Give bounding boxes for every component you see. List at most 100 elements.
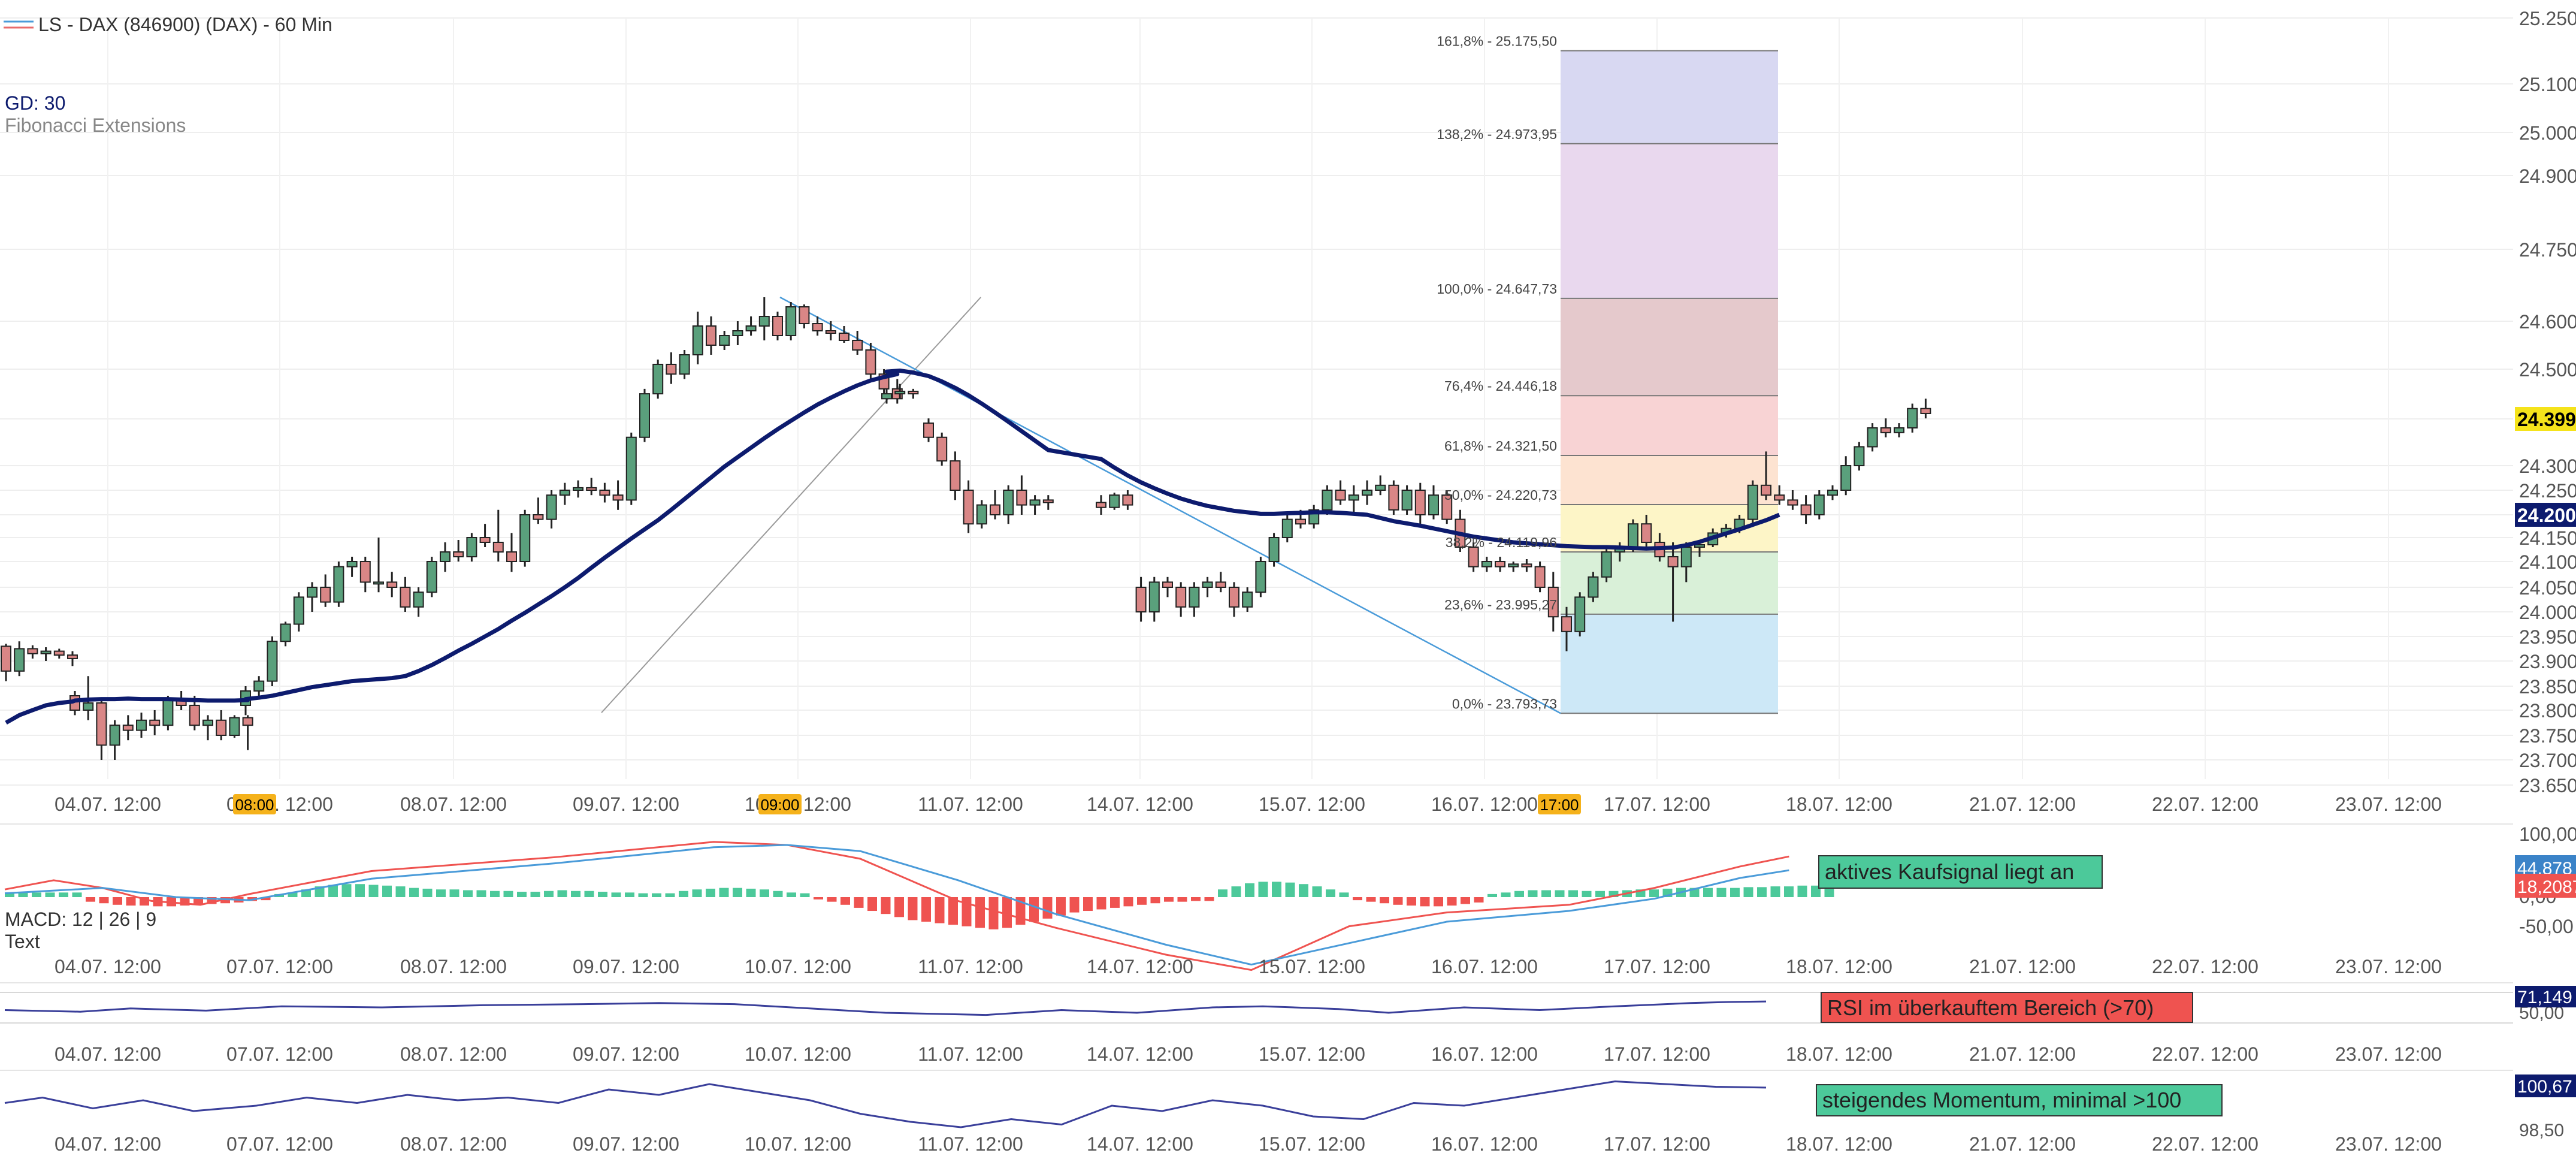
macd-histogram-bar (1285, 882, 1295, 897)
main-grid (0, 17, 2513, 786)
candle-body (908, 390, 919, 395)
fibonacci-level-label: 50,0% - 24.220,73 (1444, 487, 1557, 503)
macd-histogram-bar (544, 891, 554, 897)
macd-histogram-bar (113, 897, 122, 905)
rsi-time-label: 17.07. 12:00 (1604, 1043, 1710, 1065)
candle-body (1215, 581, 1226, 588)
momentum-time-label: 08.07. 12:00 (400, 1133, 507, 1155)
macd-histogram-bar (1609, 891, 1619, 897)
macd-histogram-bar (1366, 897, 1376, 902)
macd-histogram-bar (341, 884, 352, 897)
price-tick-label: 23.750 (2519, 725, 2576, 747)
momentum-time-label: 11.07. 12:00 (918, 1133, 1023, 1155)
candle-body (1202, 581, 1213, 588)
macd-histogram-bar (598, 892, 607, 897)
macd-histogram-bar (1568, 890, 1578, 897)
time-tick-label: 23.07. 12:00 (2335, 793, 2442, 815)
rsi-time-label: 07.07. 12:00 (226, 1043, 333, 1065)
momentum-signal-box (1816, 1084, 2223, 1116)
macd-histogram-bar (1380, 897, 1389, 904)
price-tick-label: 24.100 (2519, 551, 2576, 573)
macd-time-label: 11.07. 12:00 (918, 956, 1023, 977)
candle-body (253, 680, 265, 692)
candle-body (533, 514, 544, 520)
momentum-time-label: 07.07. 12:00 (226, 1133, 333, 1155)
macd-histogram-bar (1245, 883, 1254, 897)
candle-body (1016, 490, 1027, 506)
macd-histogram-bar (665, 893, 675, 897)
macd-histogram-bar (1150, 897, 1160, 904)
candle-body (109, 725, 120, 746)
price-tick-label: 23.650 (2519, 775, 2576, 796)
macd-histogram-bar (827, 897, 837, 902)
macd-histogram-bar (800, 893, 810, 897)
macd-histogram-bar (1096, 897, 1106, 910)
candle-body (479, 537, 491, 543)
candle-body (923, 422, 934, 438)
macd-histogram-bar (1555, 890, 1565, 897)
macd-histogram-bar (382, 885, 392, 897)
candle-body (1428, 494, 1439, 516)
candle-body (719, 335, 730, 346)
candle-body (1441, 494, 1453, 520)
rsi-time-label: 14.07. 12:00 (1087, 1043, 1193, 1065)
candle-body (1255, 561, 1266, 593)
candle-body (1242, 591, 1253, 608)
candle-body (1588, 576, 1599, 598)
candle-body (559, 490, 570, 496)
momentum-time-label: 15.07. 12:00 (1259, 1133, 1365, 1155)
macd-histogram-bar (1002, 897, 1012, 928)
rsi-value-badge (2515, 986, 2576, 1007)
macd-histogram-bar (1069, 897, 1080, 913)
macd-histogram-bar (1312, 886, 1322, 897)
candle-body (1534, 566, 1546, 588)
macd-histogram-bar (1541, 890, 1551, 897)
macd-sub-label: Text (5, 931, 40, 952)
candle-body (440, 551, 451, 562)
macd-histogram-bar (975, 897, 985, 928)
macd-histogram-bar (1797, 885, 1807, 897)
momentum-value-badge-label: 100,67 (2517, 1077, 2572, 1097)
candle-body (373, 581, 384, 585)
macd-time-label: 23.07. 12:00 (2335, 956, 2442, 977)
time-tick-label: 04.07. 12:00 (55, 793, 161, 815)
candle-body (1003, 490, 1014, 515)
rsi-time-label: 22.07. 12:00 (2152, 1043, 2258, 1065)
price-tick-label: 24.900 (2519, 165, 2576, 187)
rsi-time-label: 09.07. 12:00 (573, 1043, 679, 1065)
fibonacci-zone (1561, 50, 1778, 144)
candle-body (599, 490, 610, 496)
macd-time-label: 17.07. 12:00 (1604, 956, 1710, 977)
macd-histogram-bar (908, 897, 918, 920)
macd-histogram-bar (1110, 897, 1120, 908)
price-tick-label: 24.300 (2519, 455, 2576, 477)
macd-histogram-bar (86, 897, 95, 902)
candle-body (1521, 563, 1532, 568)
candle-body (1322, 490, 1333, 511)
macd-histogram-bar (1514, 891, 1524, 897)
price-tick-label: 23.700 (2519, 750, 2576, 771)
momentum-value-badge (2515, 1075, 2576, 1097)
candle-body (1854, 446, 1865, 467)
candle-body (1547, 587, 1559, 618)
price-tick-label: 24.600 (2519, 311, 2576, 333)
macd-histogram-bar (503, 891, 513, 897)
candle-body (1641, 523, 1652, 544)
candle-body (149, 719, 161, 726)
rsi-time-label: 08.07. 12:00 (400, 1043, 507, 1065)
macd-histogram-bar (1164, 897, 1174, 902)
macd-histogram-bar (1757, 887, 1767, 897)
candle-body (1362, 490, 1372, 496)
macd-value-badge-label: 18,2087 (2517, 877, 2576, 897)
price-tick-label: 23.850 (2519, 676, 2576, 698)
candle-body (852, 340, 863, 351)
candle-body (96, 702, 107, 746)
trend-line-down (779, 296, 1561, 714)
macd-histogram-bar (1595, 891, 1605, 897)
candle-body (936, 436, 948, 462)
macd-histogram-bar (1528, 890, 1538, 897)
price-tick-label: 23.950 (2519, 626, 2576, 648)
candle-body (679, 354, 690, 375)
candle-body (881, 393, 892, 400)
